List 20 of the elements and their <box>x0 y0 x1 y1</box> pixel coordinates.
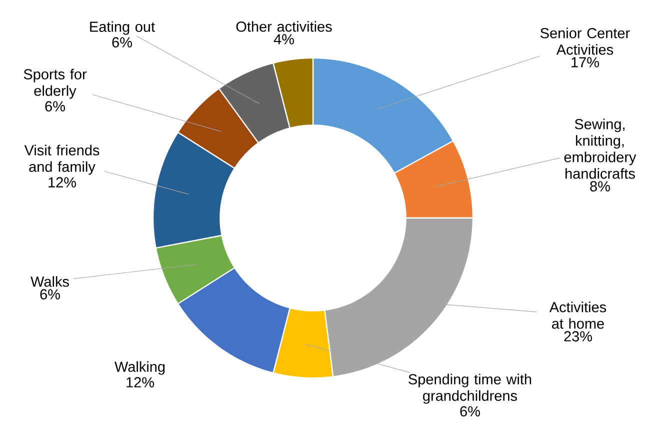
slice-label: Other activities <box>236 21 332 32</box>
slice-label: Walking <box>114 361 165 375</box>
data-label: 6% <box>112 37 132 48</box>
slice-label: Visit friends and family <box>24 144 100 175</box>
data-label: 6% <box>40 289 60 300</box>
data-label: 8% <box>590 181 610 192</box>
slice-label: Walks <box>30 276 69 287</box>
slice-label: Activities at home <box>549 302 606 329</box>
data-label: 23% <box>564 331 592 342</box>
data-label: 12% <box>126 377 154 388</box>
slice-label: Spending time with grandchildrens <box>408 374 532 404</box>
data-label: 17% <box>572 57 599 68</box>
data-label: 12% <box>48 177 76 188</box>
data-label: 6% <box>460 406 480 416</box>
slice-label: Sewing, knitting, embroidery handicrafts <box>564 118 636 179</box>
slice-label: Eating out <box>90 21 155 35</box>
data-label: 6% <box>45 101 65 112</box>
data-label: 4% <box>274 34 294 44</box>
slice-label: Sports for elderly <box>24 68 87 99</box>
slice-label: Senior Center Activities <box>540 28 630 55</box>
